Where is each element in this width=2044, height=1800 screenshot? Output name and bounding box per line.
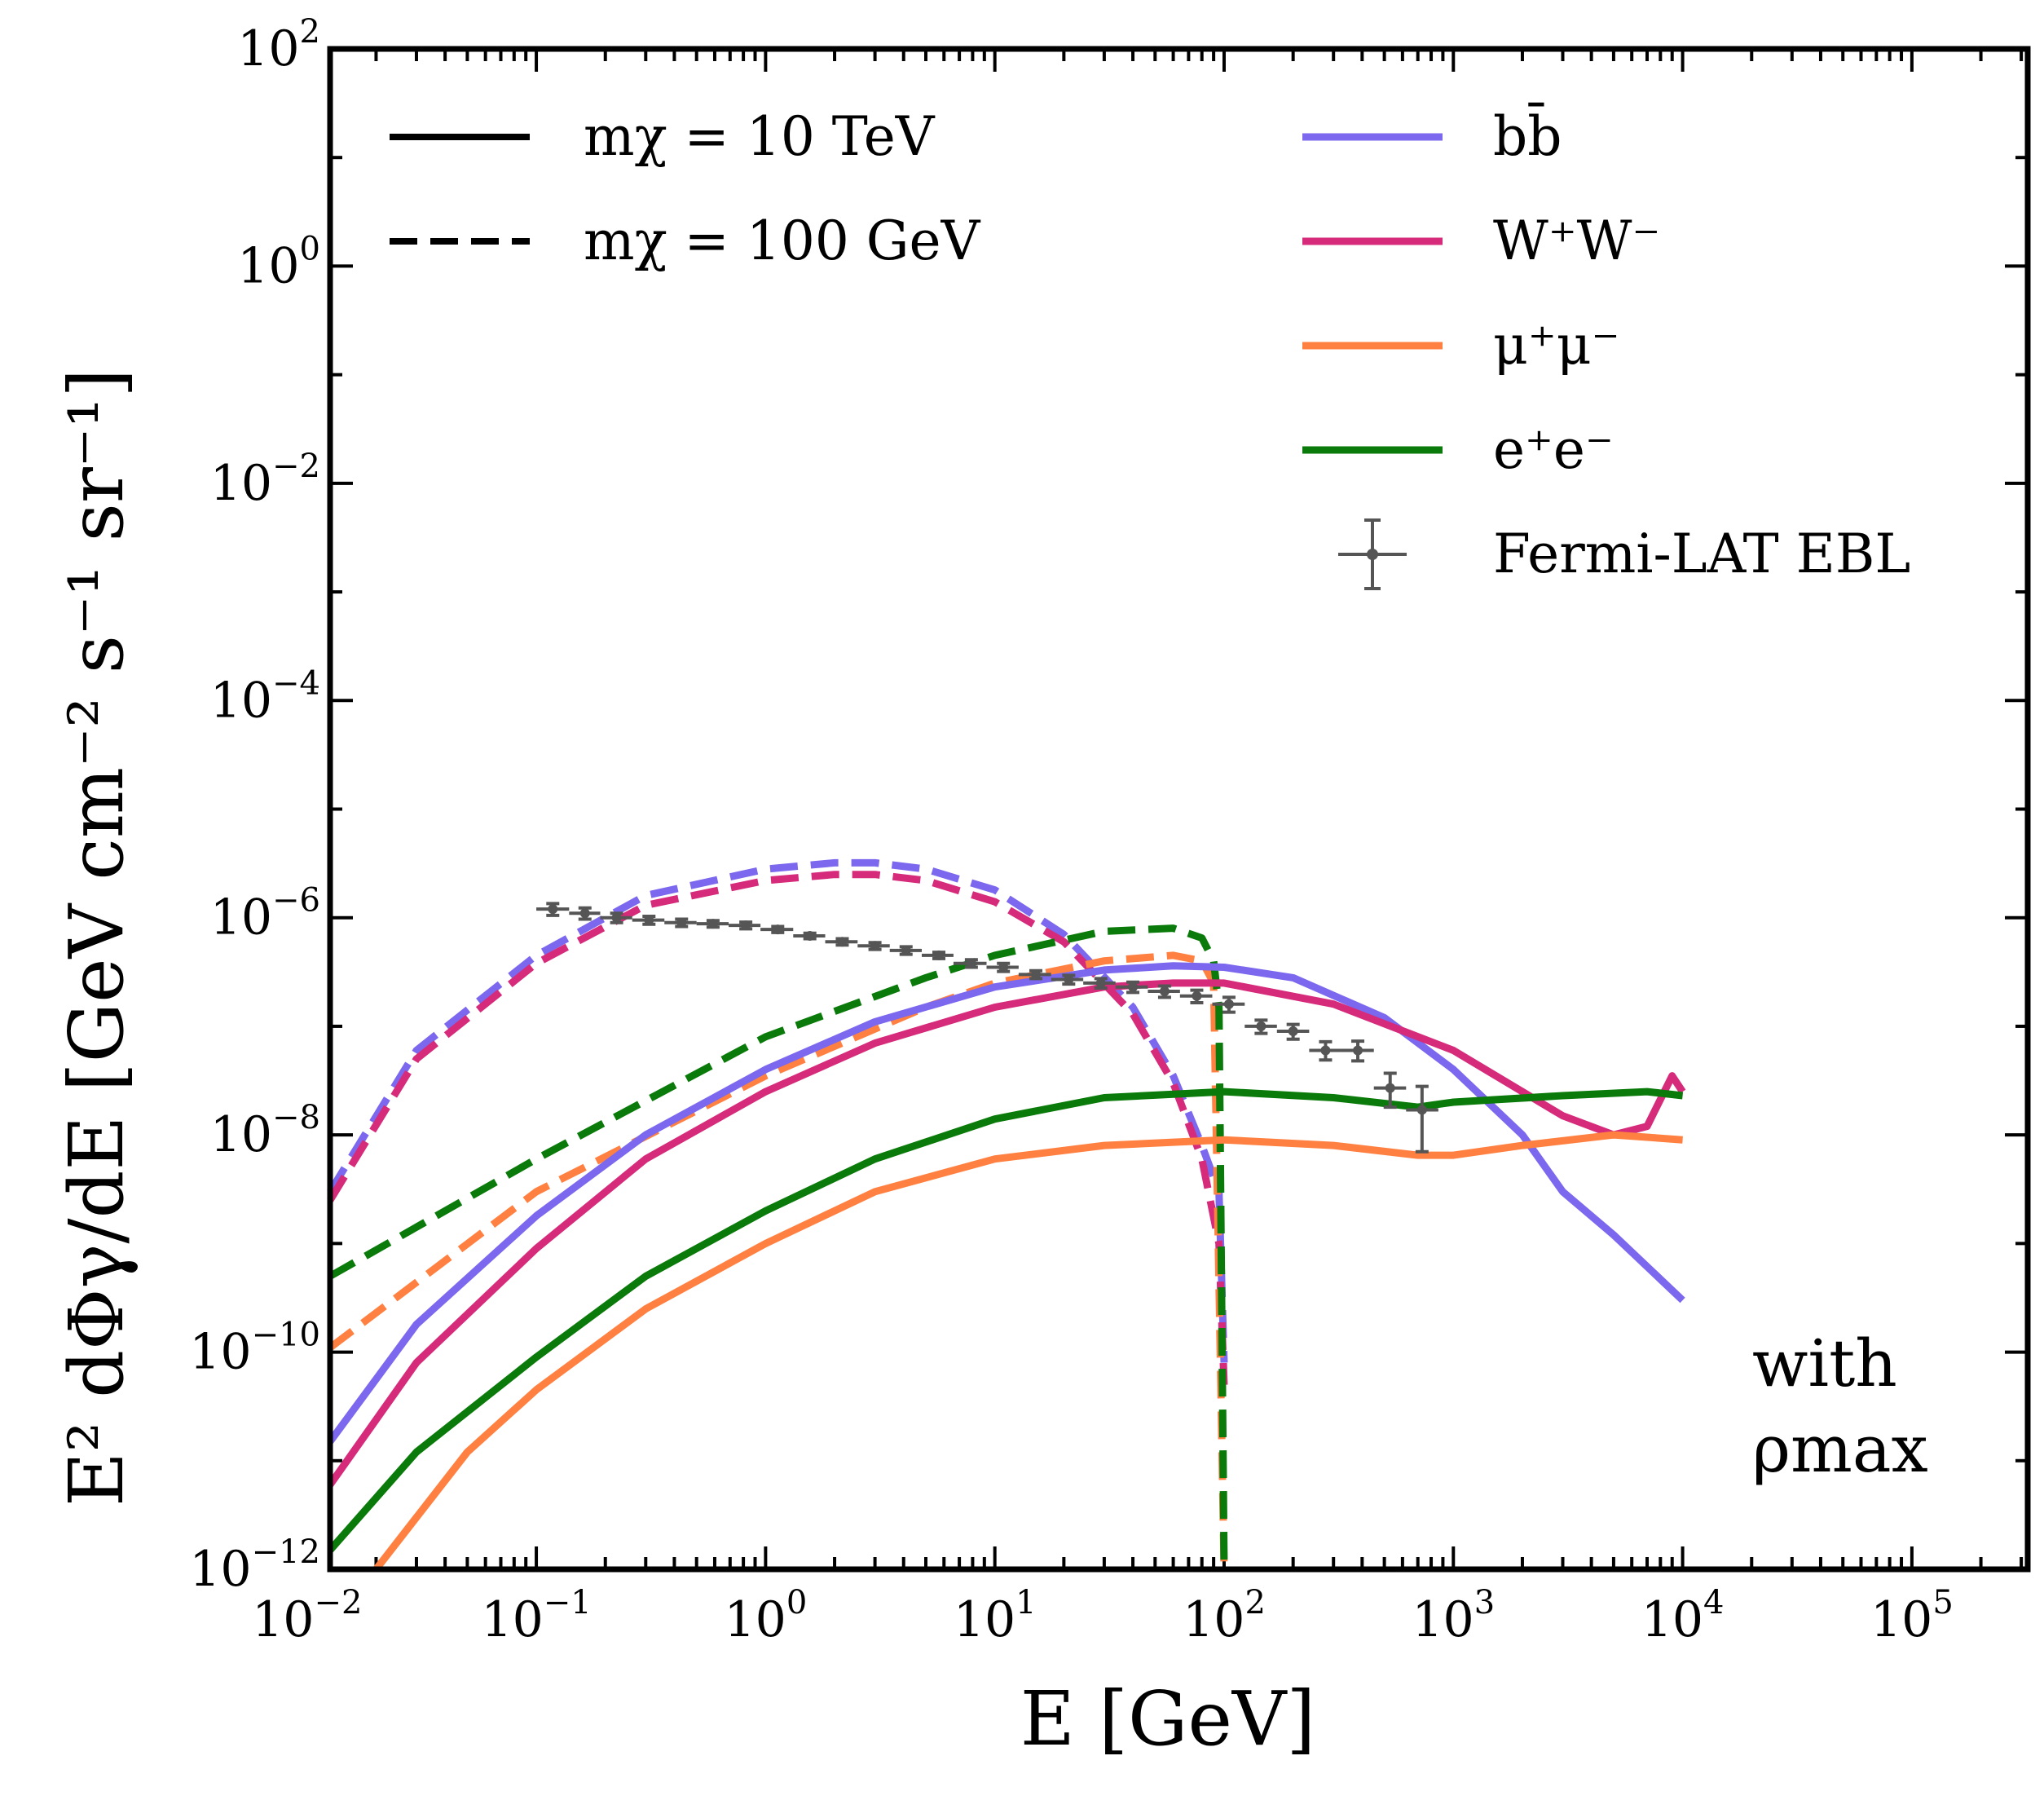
fermi-point xyxy=(1353,1045,1363,1056)
series-ww-100gev xyxy=(327,871,1228,1385)
fermi-point xyxy=(1128,982,1139,992)
y-tick-label: 10−6 xyxy=(210,882,320,946)
fermi-point xyxy=(998,962,1009,973)
plot-frame xyxy=(327,46,2031,1573)
fermi-point xyxy=(1385,1083,1395,1093)
y-tick-label: 10−4 xyxy=(210,664,320,729)
legend-channel-2-label: μ⁺μ⁻ xyxy=(1493,314,1619,377)
fermi-point xyxy=(707,919,718,929)
legend-channel-3-label: e⁺e⁻ xyxy=(1493,418,1614,481)
fermi-point xyxy=(644,915,654,925)
series-ee-100gev xyxy=(328,924,1228,1570)
fermi-point xyxy=(1288,1026,1298,1037)
fermi-point xyxy=(1320,1045,1331,1056)
y-tick-label: 10−12 xyxy=(189,1533,320,1598)
fermi-point xyxy=(611,912,622,923)
fermi-point xyxy=(870,941,880,951)
tick-labels: 10−2 10−1 100 101 102 103 104 105 10−12 10−10 10−8… xyxy=(189,13,1954,1648)
fermi-point xyxy=(676,917,687,928)
series-bb-10tev xyxy=(327,962,1685,1444)
fermi-point xyxy=(966,958,976,968)
x-tick-label: 103 xyxy=(1412,1584,1495,1648)
fermi-point xyxy=(741,920,751,931)
y-tick-label: 10−8 xyxy=(210,1099,320,1163)
fermi-point xyxy=(1223,999,1234,1009)
x-tick-label: 101 xyxy=(954,1584,1037,1648)
y-tick-label: 100 xyxy=(237,230,320,294)
fermi-point xyxy=(934,950,945,960)
legend-label-solid: mχ = 10 TeV xyxy=(584,105,936,168)
fermi-point xyxy=(1031,969,1042,980)
fermi-point xyxy=(1256,1021,1266,1031)
fermi-point xyxy=(1159,986,1170,997)
y-tick-label: 10−2 xyxy=(210,448,320,512)
y-tick-label: 10−10 xyxy=(189,1317,320,1381)
x-tick-label: 102 xyxy=(1183,1584,1266,1648)
fermi-point xyxy=(804,931,815,942)
legend-label-dashed: mχ = 100 GeV xyxy=(584,210,981,272)
fermi-point xyxy=(548,904,558,915)
y-axis-label: E² dΦγ/dE [GeV cm⁻² s⁻¹ sr⁻¹] xyxy=(53,368,140,1507)
x-tick-label: 100 xyxy=(724,1584,807,1648)
legend-channel-4-point xyxy=(1367,549,1378,560)
fermi-point xyxy=(1095,977,1106,988)
x-tick-label: 10−2 xyxy=(252,1584,362,1648)
fermi-point xyxy=(1192,990,1202,1001)
legend-channel-1-label: W⁺W⁻ xyxy=(1493,210,1660,272)
series-bb-100gev xyxy=(327,858,1228,1363)
series-layer xyxy=(327,858,1686,1572)
fermi-point xyxy=(579,908,590,919)
fermi-point xyxy=(837,937,848,947)
legend-channel-0-label: bb̄ xyxy=(1493,104,1562,168)
series-ee-10tev xyxy=(327,1088,1684,1553)
fermi-lat-ebl-points xyxy=(536,902,1438,1154)
x-axis-label: E [GeV] xyxy=(1020,1675,1316,1762)
legend: mχ = 10 TeV mχ = 100 GeV bb̄ W⁺W⁻ μ⁺μ⁻ e⁺e⁻ Fe… xyxy=(390,104,1910,590)
fermi-point xyxy=(1064,974,1074,985)
legend-channel-4-label: Fermi-LAT EBL xyxy=(1493,523,1910,585)
annotation-with: with xyxy=(1752,1326,1897,1401)
x-tick-label: 105 xyxy=(1870,1584,1954,1648)
x-tick-label: 10−1 xyxy=(481,1584,591,1648)
annotation-rho-max: ρmax xyxy=(1752,1411,1928,1487)
fermi-point xyxy=(773,924,783,935)
fermi-point xyxy=(901,945,911,955)
series-mumu-10tev xyxy=(372,1131,1683,1572)
x-tick-label: 104 xyxy=(1641,1584,1725,1648)
fermi-point xyxy=(1416,1105,1427,1115)
y-tick-label: 102 xyxy=(237,13,320,77)
